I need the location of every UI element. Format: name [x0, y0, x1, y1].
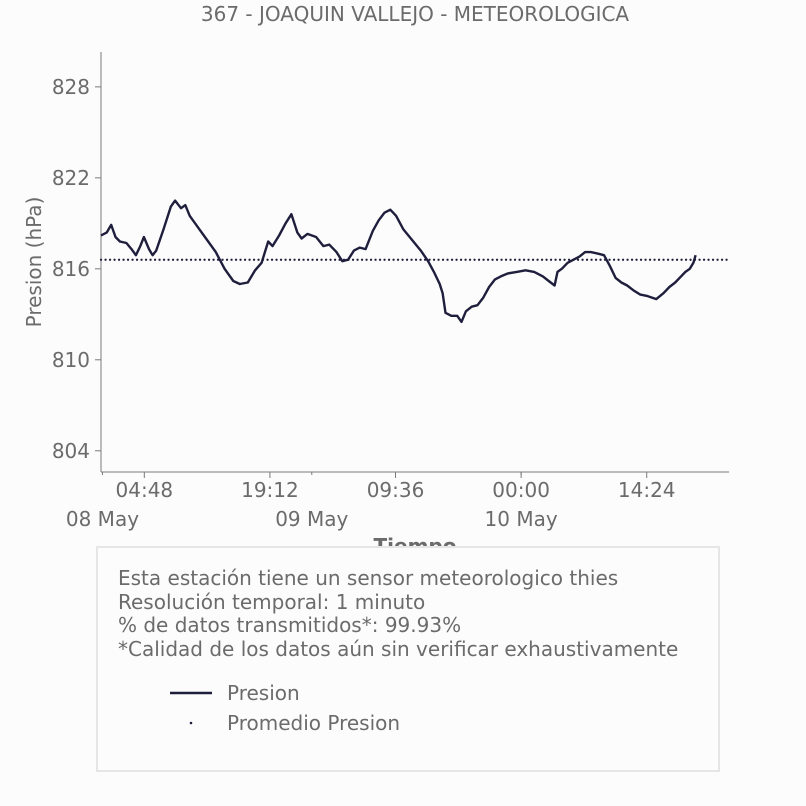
x-tick-label: 19:12 [241, 478, 299, 502]
data-quality-note: *Calidad de los datos aún sin verificar … [118, 636, 679, 661]
x-day-label: 10 May [485, 507, 558, 531]
y-tick-label: 816 [52, 257, 90, 281]
legend-label-promedio-presion: Promedio Presion [227, 711, 401, 735]
chart-title: 367 - JOAQUIN VALLEJO - METEOROLOGICA [201, 2, 630, 26]
x-tick-label: 04:48 [116, 478, 174, 502]
temporal-resolution-note: Resolución temporal: 1 minuto [118, 589, 426, 614]
station-sensor-note: Esta estación tiene un sensor meteorolog… [118, 566, 619, 590]
y-tick-label: 804 [52, 439, 90, 463]
y-tick-label: 822 [52, 166, 90, 190]
x-tick-label: 14:24 [618, 478, 676, 502]
legend-solid-line-swatch [170, 691, 212, 695]
legend-label-presion: Presion [227, 681, 300, 705]
x-day-label: 09 May [275, 507, 348, 531]
info-box: Esta estación tiene un sensor meteorolog… [96, 546, 720, 772]
data-transmitted-note: % de datos transmitidos*: 99.93% [118, 613, 462, 637]
legend-dotted-line-swatch [189, 721, 193, 725]
station-info: Esta estación tiene un sensor meteorolog… [118, 566, 679, 661]
x-tick-label: 09:36 [367, 478, 425, 502]
y-tick-label: 810 [52, 348, 90, 372]
presion-line [100, 199, 697, 324]
x-day-label: 08 May [66, 507, 139, 531]
y-axis-label: Presion (hPa) [22, 197, 46, 328]
x-tick-label: 00:00 [492, 478, 550, 502]
y-tick-label: 828 [52, 75, 90, 99]
